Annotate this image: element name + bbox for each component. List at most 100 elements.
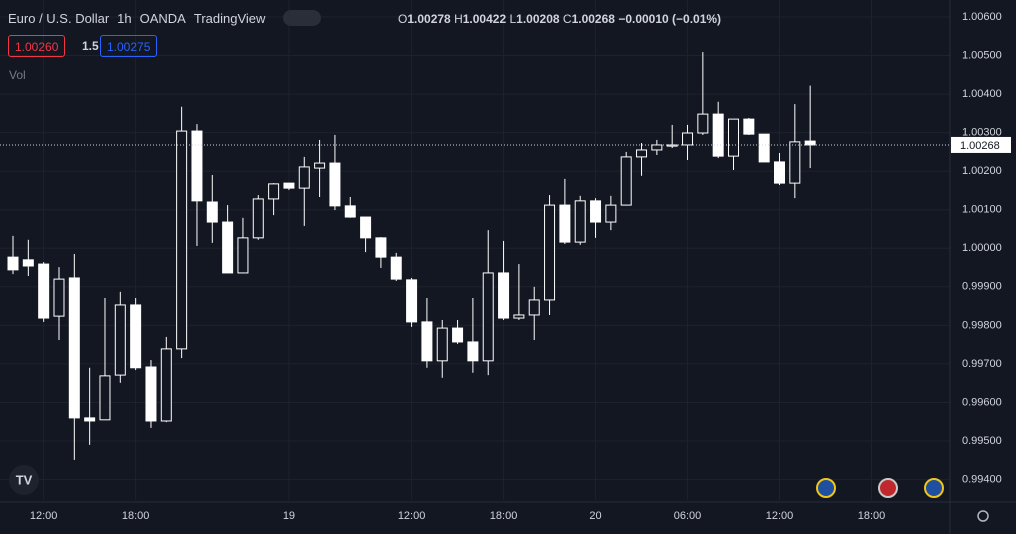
grid (0, 0, 950, 500)
ohlc-legend: O1.00278 H1.00422 L1.00208 C1.00268 −0.0… (398, 12, 721, 26)
candle-body (344, 205, 356, 218)
svg-text:TV: TV (16, 472, 33, 487)
y-tick-label: 1.00200 (962, 165, 1002, 177)
x-tick-label: 18:00 (122, 510, 150, 522)
close-value: 1.00268 (571, 12, 615, 26)
candles (0, 52, 950, 460)
candle-body (728, 118, 740, 157)
high-value: 1.00422 (462, 12, 507, 26)
candle-body (636, 149, 648, 158)
candle-body (406, 279, 418, 323)
low-value: 1.00208 (516, 12, 560, 26)
y-tick-label: 1.00100 (962, 204, 1002, 216)
candle-body (774, 161, 785, 184)
y-tick-label: 0.99400 (962, 473, 1002, 485)
candle-body (68, 277, 80, 419)
buy-button[interactable]: 1.00275 (100, 35, 158, 57)
candle-body (620, 156, 632, 206)
x-tick-label: 18:00 (858, 510, 886, 522)
candle-body (789, 141, 801, 184)
status-pill[interactable] (283, 10, 322, 26)
x-tick-label: 12:00 (398, 510, 426, 522)
candle-body (467, 341, 479, 362)
candle-body (544, 204, 556, 301)
spread: 1.5 (82, 39, 99, 53)
candle-body (237, 237, 249, 274)
candle-body (222, 221, 234, 274)
y-tick-label: 0.99700 (962, 358, 1002, 370)
settings-icon[interactable] (977, 510, 989, 522)
candle-body (314, 162, 326, 169)
candle-body (436, 327, 448, 362)
candle-body (590, 200, 602, 223)
event-icons[interactable] (816, 478, 944, 498)
x-tick-label: 12:00 (30, 510, 58, 522)
y-tick-label: 0.99500 (962, 435, 1002, 447)
candle-body (743, 118, 755, 135)
candle-body (528, 299, 540, 316)
y-tick-label: 1.00600 (962, 11, 1002, 23)
candle-body (130, 304, 142, 369)
sell-button[interactable]: 1.00260 (8, 35, 66, 57)
candle-body (268, 183, 280, 200)
x-tick-label: 12:00 (766, 510, 794, 522)
source: TradingView (193, 10, 266, 26)
y-tick-label: 1.00300 (962, 127, 1002, 139)
candle-body (191, 130, 203, 202)
candle-body (298, 166, 310, 189)
high-label: H (454, 12, 463, 26)
candle-body (482, 272, 494, 362)
candle-body (99, 375, 111, 421)
candle-body (651, 144, 663, 151)
change: −0.00010 (−0.01%) (618, 12, 722, 26)
axis: 0.99400 0.99500 0.99600 0.99700 0.99800 0.999… (30, 11, 1011, 522)
candle-body (712, 113, 724, 157)
y-tick-label: 1.00000 (962, 242, 1002, 254)
candle-body (38, 263, 50, 319)
candle-body (513, 314, 525, 319)
candle-body (559, 204, 571, 243)
volume-label[interactable]: Vol (9, 68, 26, 82)
x-tick-label: 06:00 (674, 510, 702, 522)
last-price-box (951, 136, 1011, 153)
candle-body (283, 182, 295, 189)
candle-body (160, 348, 172, 422)
candle-body (452, 327, 464, 343)
candle-body (53, 278, 65, 317)
x-tick-label: 19 (283, 510, 295, 522)
candle-body (360, 216, 372, 239)
open-value: 1.00278 (407, 12, 451, 26)
last-price-label: 1.00268 (960, 140, 1000, 152)
close-label: C (562, 12, 572, 26)
header: Euro / U.S. Dollar 1h OANDA TradingView (8, 10, 322, 26)
x-tick-label: 18:00 (490, 510, 518, 522)
candle-body (252, 198, 264, 239)
candle-body (22, 259, 34, 267)
y-tick-label: 0.99800 (962, 319, 1002, 331)
candle-body (682, 132, 694, 146)
candle-body (176, 130, 188, 350)
candle-body (574, 200, 586, 243)
candle-body (114, 304, 126, 376)
candle-body (329, 162, 341, 207)
candle-body (498, 272, 510, 319)
tv-logo: TV (9, 465, 39, 495)
candle-body (804, 140, 816, 146)
candle-body (697, 113, 709, 134)
y-tick-label: 0.99900 (962, 281, 1002, 293)
candle-body (758, 133, 770, 163)
candle-body (206, 201, 218, 223)
candle-body (84, 417, 96, 422)
y-tick-label: 1.00400 (962, 88, 1002, 100)
candle-body (7, 256, 19, 271)
y-tick-label: 1.00500 (962, 49, 1002, 61)
y-tick-label: 0.99600 (962, 396, 1002, 408)
candle-body (375, 237, 387, 258)
open-label: O (398, 12, 408, 26)
x-tick-label: 20 (589, 510, 601, 522)
symbol[interactable]: Euro / U.S. Dollar (8, 10, 110, 26)
interval[interactable]: 1h (117, 10, 132, 26)
candle-body (421, 321, 433, 362)
